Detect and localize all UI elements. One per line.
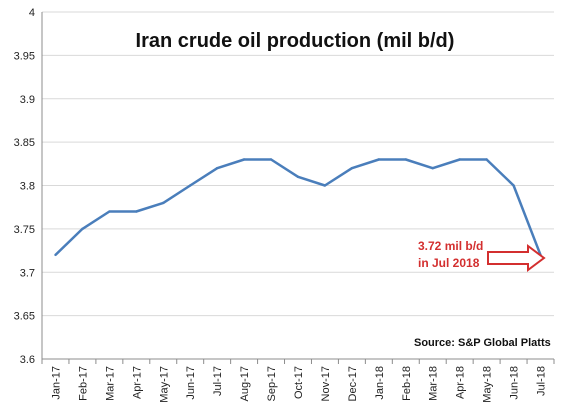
x-tick-label: Feb-18 [401, 366, 413, 401]
y-tick-label: 3.95 [14, 50, 35, 62]
x-tick-label: Aug-17 [239, 366, 251, 401]
data-point [296, 175, 300, 179]
y-tick-labels: 3.6 3.65 3.7 3.75 3.8 3.85 3.9 3.95 4 [14, 7, 35, 366]
annotation-line-2: in Jul 2018 [418, 256, 480, 270]
x-tick-label: Mar-18 [428, 366, 440, 401]
x-tick-label: Jul-18 [536, 366, 548, 396]
data-point [81, 227, 84, 231]
x-tick-label: Jan-17 [50, 366, 62, 400]
data-point [162, 201, 165, 205]
grid-lines [42, 11, 554, 360]
x-tick-label: May-17 [158, 366, 170, 403]
x-tick-label: May-18 [482, 366, 494, 403]
data-point [242, 158, 246, 161]
axes [41, 12, 555, 364]
source-note: Source: S&P Global Platts [414, 337, 551, 349]
data-point [512, 184, 515, 187]
y-tick-label: 3.6 [20, 354, 35, 366]
x-tick-label: Oct-17 [293, 366, 305, 399]
data-point [350, 166, 354, 170]
x-tick-label: Feb-17 [77, 366, 89, 401]
x-tick-label: Apr-18 [455, 366, 467, 399]
y-tick-label: 4 [29, 7, 35, 19]
x-tick-label: Jun-18 [509, 366, 521, 400]
data-point [323, 184, 327, 187]
data-point [458, 158, 461, 161]
data-point [215, 166, 219, 170]
data-point [485, 158, 488, 161]
data-point [108, 210, 111, 213]
data-point [135, 210, 138, 213]
annotation: 3.72 mil b/d in Jul 2018 [418, 239, 546, 272]
data-point [377, 158, 381, 161]
annotation-line-1: 3.72 mil b/d [418, 239, 483, 253]
data-point [189, 184, 192, 187]
x-tick-label: Jan-18 [374, 366, 386, 400]
x-tick-label: Jun-17 [185, 366, 197, 400]
data-point [54, 253, 57, 257]
x-tick-labels: Jan-17 Feb-17 Mar-17 Apr-17 May-17 Jun-17 Jul-… [50, 366, 547, 403]
x-tick-label: Mar-17 [104, 366, 116, 401]
data-point [404, 158, 407, 161]
annotation-arrow-icon [487, 244, 546, 272]
series-group [54, 158, 542, 257]
x-tick-label: Nov-17 [320, 366, 332, 401]
y-tick-label: 3.7 [20, 267, 35, 279]
chart-title: Iran crude oil production (mil b/d) [136, 30, 455, 52]
data-point [269, 158, 273, 161]
y-tick-label: 3.9 [20, 94, 35, 106]
y-tick-label: 3.85 [14, 137, 35, 149]
y-tick-label: 3.75 [14, 224, 35, 236]
x-tick-label: Apr-17 [131, 366, 143, 399]
x-tick-label: Sep-17 [266, 366, 278, 401]
x-tick-label: Dec-17 [347, 366, 359, 401]
x-tick-label: Jul-17 [212, 366, 224, 396]
data-point [431, 166, 434, 170]
y-tick-label: 3.8 [20, 181, 35, 193]
y-tick-label: 3.65 [14, 311, 35, 323]
